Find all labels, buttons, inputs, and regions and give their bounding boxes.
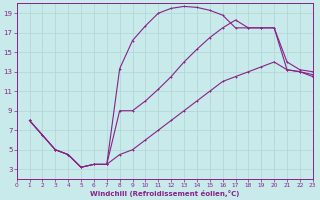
X-axis label: Windchill (Refroidissement éolien,°C): Windchill (Refroidissement éolien,°C) [90, 190, 239, 197]
